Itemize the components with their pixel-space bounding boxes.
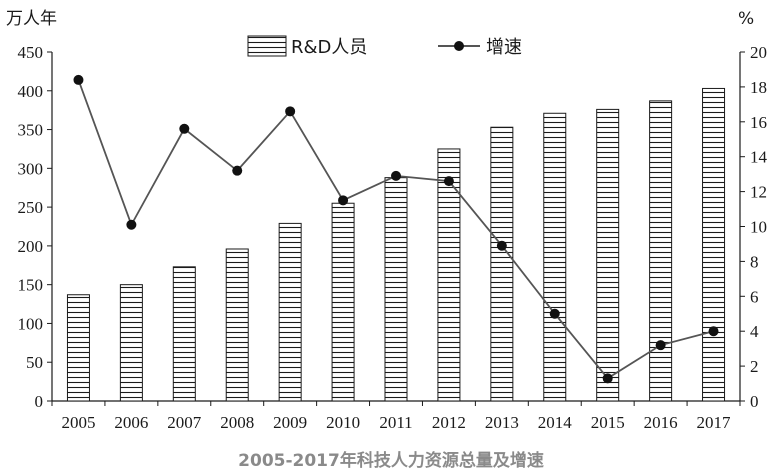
- growth-point: [126, 219, 137, 230]
- right-tick-label: 18: [750, 78, 767, 97]
- right-tick-label: 10: [750, 218, 767, 237]
- growth-point: [655, 340, 666, 351]
- x-tick-label: 2011: [379, 413, 412, 432]
- bar: [384, 177, 408, 402]
- left-tick-label: 250: [18, 198, 44, 217]
- left-axis-ticks: 0 50 100 150 200 250 300 350 400 450: [18, 43, 52, 411]
- x-tick-label: 2014: [538, 413, 573, 432]
- bar: [172, 266, 196, 402]
- growth-point: [708, 326, 719, 337]
- right-tick-label: 20: [750, 43, 767, 62]
- right-tick-label: 4: [750, 322, 759, 341]
- bar: [437, 148, 461, 402]
- x-tick-label: 2009: [273, 413, 307, 432]
- growth-point: [549, 308, 560, 319]
- left-tick-label: 50: [26, 353, 43, 372]
- bar: [225, 248, 249, 402]
- x-axis-ticks: 2005 2006 2007 2008 2009 2010 2011 2012 2013 2014…: [51, 401, 741, 432]
- x-tick-label: 2015: [591, 413, 625, 432]
- left-tick-label: 400: [18, 82, 44, 101]
- growth-point: [338, 195, 349, 206]
- right-tick-label: 2: [750, 357, 759, 376]
- line-series: [73, 74, 719, 384]
- x-tick-label: 2016: [644, 413, 678, 432]
- right-tick-label: 12: [750, 183, 767, 202]
- x-tick-label: 2006: [114, 413, 148, 432]
- bar: [66, 294, 90, 402]
- bar-series: [66, 87, 726, 402]
- bar: [490, 126, 514, 402]
- bar: [278, 222, 302, 402]
- growth-point: [73, 74, 84, 85]
- legend-line-label: 增速: [486, 37, 522, 58]
- left-tick-label: 150: [18, 276, 44, 295]
- x-tick-label: 2012: [432, 413, 466, 432]
- growth-point: [285, 106, 296, 117]
- legend: R&D人员 增速: [247, 35, 522, 58]
- left-tick-label: 0: [35, 392, 44, 411]
- bar: [543, 112, 567, 402]
- bar: [702, 87, 726, 402]
- x-tick-label: 2005: [61, 413, 95, 432]
- growth-point: [602, 373, 613, 384]
- right-axis-unit: %: [738, 9, 754, 29]
- bar: [649, 100, 673, 402]
- legend-bar-label: R&D人员: [291, 37, 367, 58]
- right-axis-ticks: 0 2 4 6 8 10 12 14 16 18 20: [740, 43, 768, 411]
- chart: 万人年 % R&D人员 增速 0501001502002503003504004…: [6, 9, 768, 432]
- left-tick-label: 450: [18, 43, 44, 62]
- left-tick-label: 100: [18, 314, 44, 333]
- x-tick-label: 2010: [326, 413, 360, 432]
- x-tick-label: 2013: [485, 413, 519, 432]
- legend-bar-swatch: [247, 35, 287, 57]
- bar: [331, 202, 355, 402]
- growth-point: [496, 240, 507, 251]
- left-axis-unit: 万人年: [6, 9, 57, 29]
- bar: [596, 108, 620, 402]
- growth-point: [443, 176, 454, 187]
- growth-point: [179, 123, 190, 134]
- right-tick-label: 14: [750, 148, 768, 167]
- right-tick-label: 16: [750, 113, 767, 132]
- left-tick-label: 350: [18, 121, 44, 140]
- right-tick-label: 6: [750, 287, 759, 306]
- right-tick-label: 0: [750, 392, 759, 411]
- x-tick-label: 2017: [697, 413, 732, 432]
- x-tick-label: 2008: [220, 413, 254, 432]
- right-tick-label: 8: [750, 252, 759, 271]
- growth-point: [232, 165, 243, 176]
- chart-caption: 2005-2017年科技人力资源总量及增速: [238, 451, 544, 471]
- left-tick-label: 200: [18, 237, 44, 256]
- x-tick-label: 2007: [167, 413, 202, 432]
- bar: [119, 284, 143, 402]
- left-tick-label: 300: [18, 159, 44, 178]
- growth-point: [391, 170, 401, 181]
- legend-line-marker: [454, 41, 464, 51]
